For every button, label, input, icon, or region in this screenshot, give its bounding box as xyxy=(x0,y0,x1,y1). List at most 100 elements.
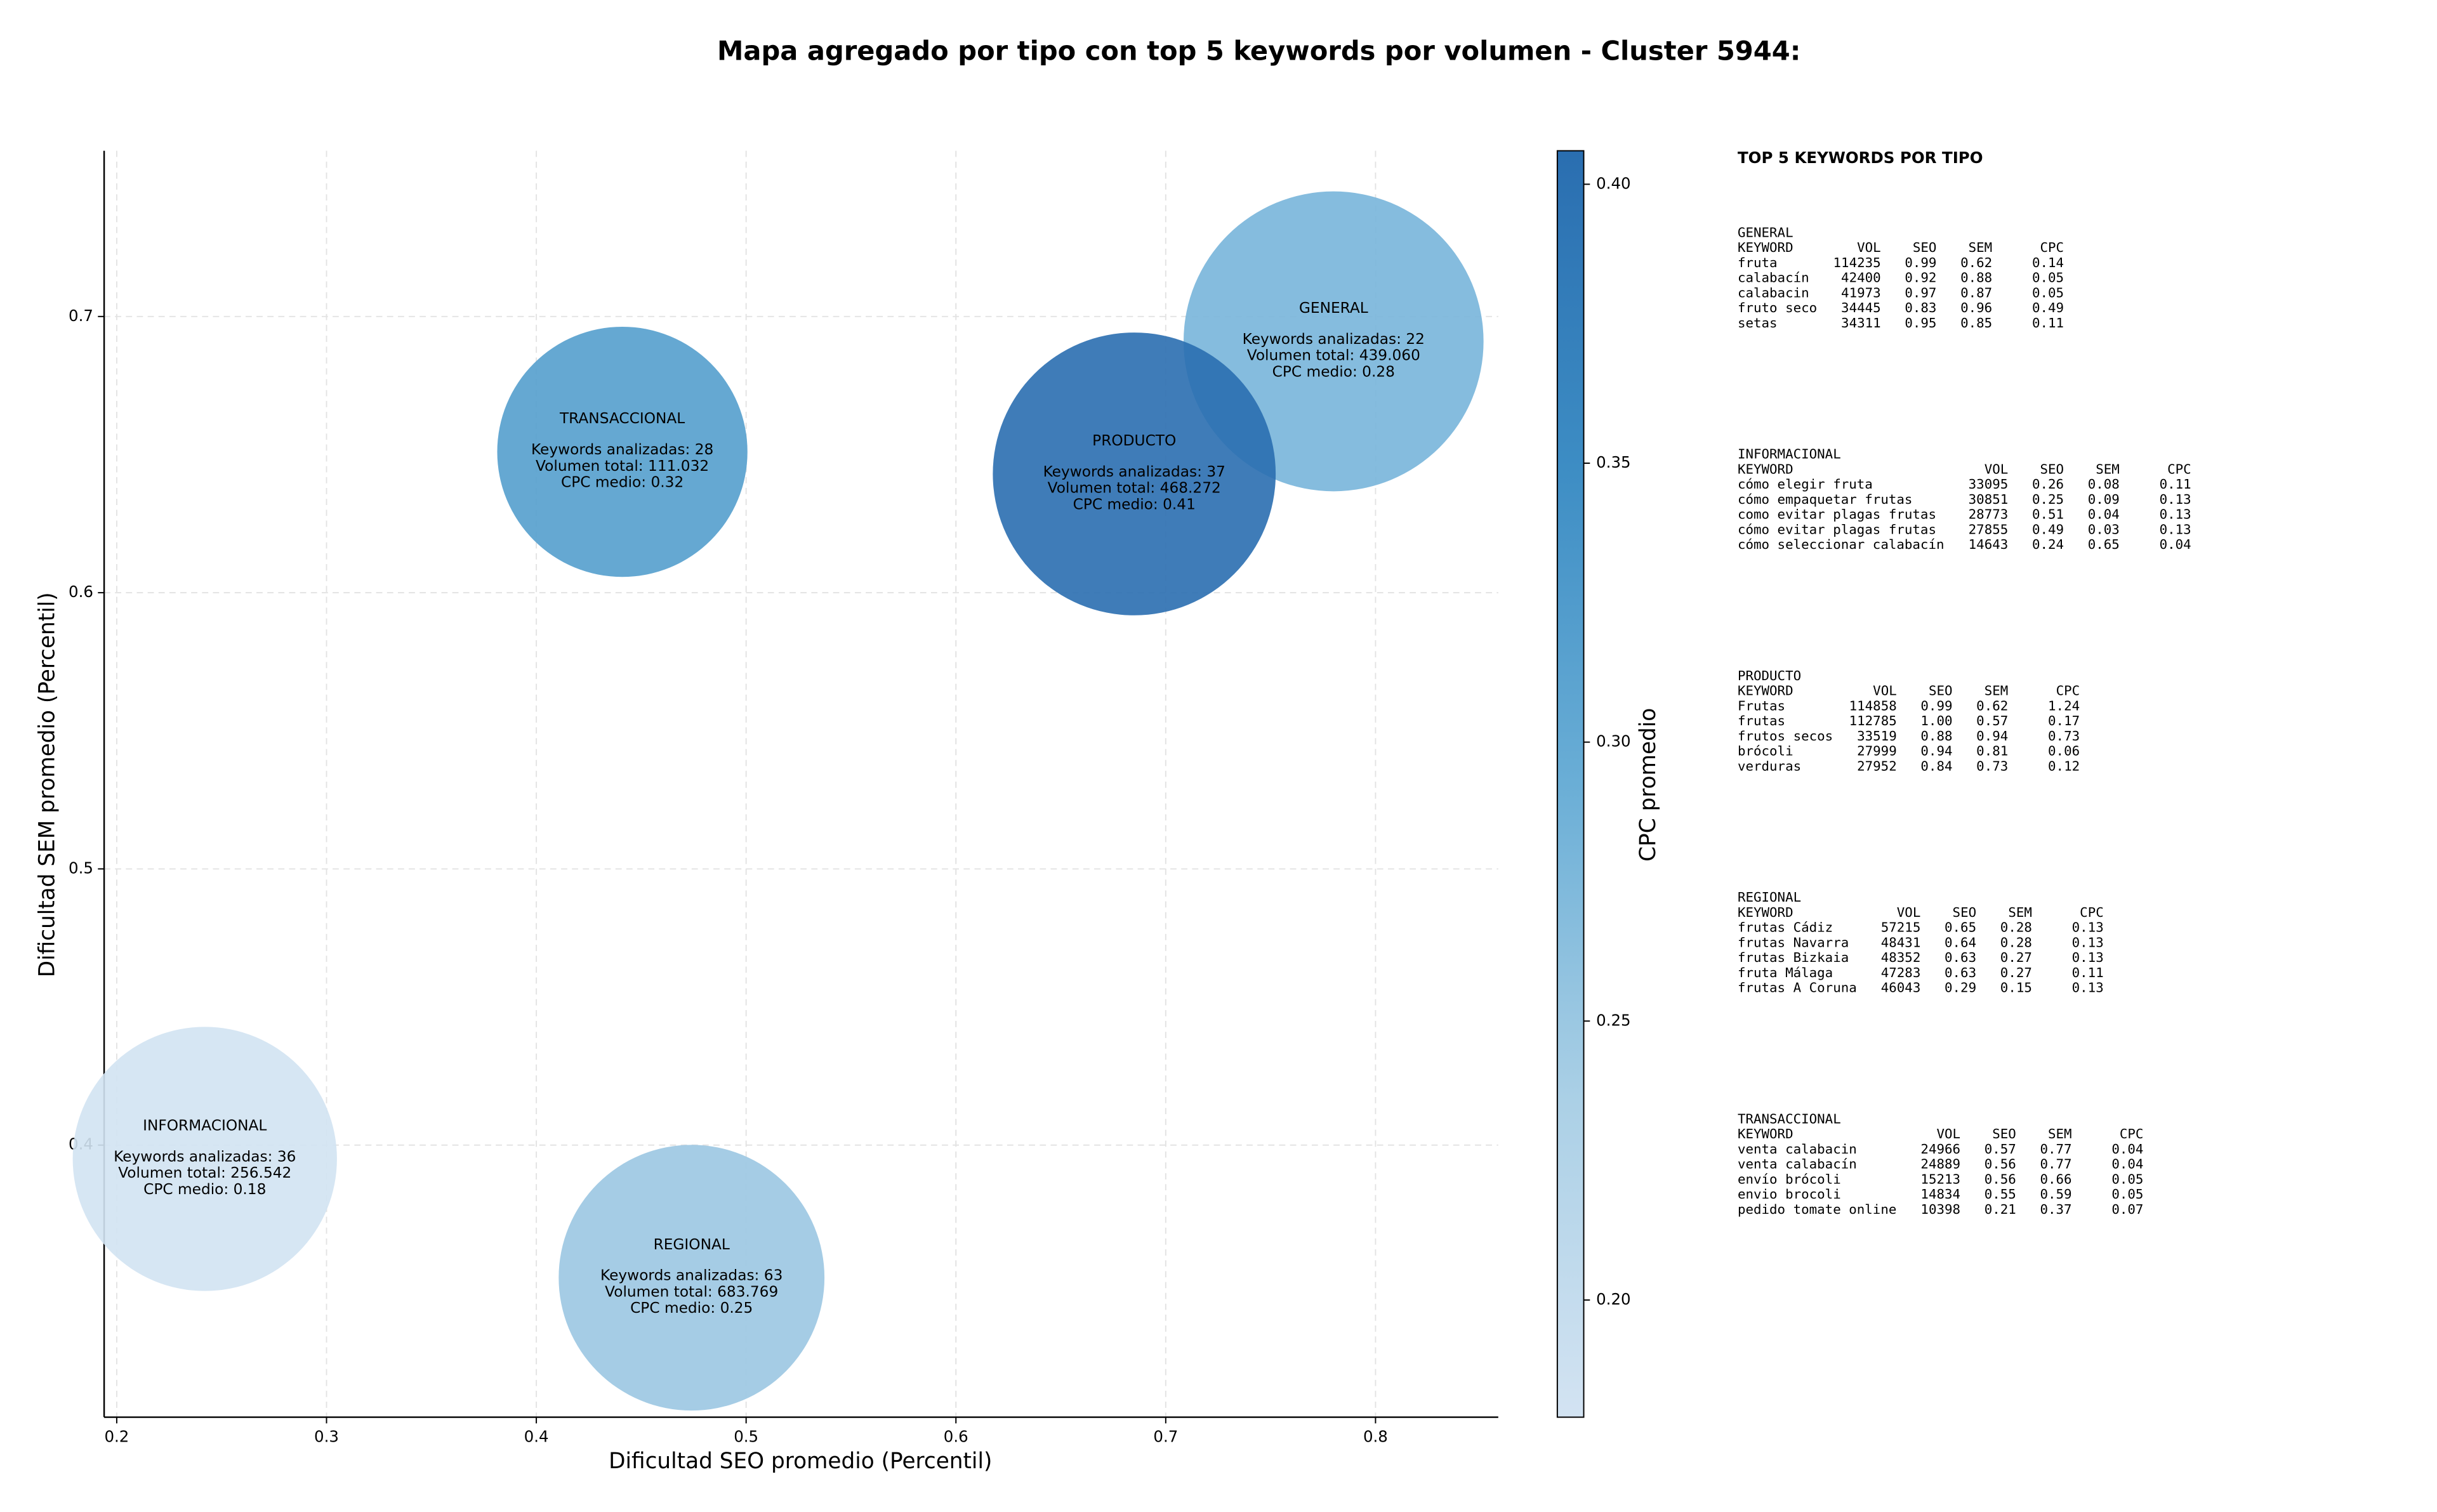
table-header: VOL xyxy=(1873,683,1897,699)
table-cell: 0.13 xyxy=(2072,980,2104,996)
table-header: CPC xyxy=(2056,683,2080,699)
table-group-name: INFORMACIONAL xyxy=(1738,447,1841,462)
table-cell: 0.92 xyxy=(1905,270,1936,286)
table-header: VOL xyxy=(1936,1126,1960,1141)
table-cell: 41973 xyxy=(1841,285,1881,300)
table-header: SEM xyxy=(2048,1126,2072,1141)
table-cell: 0.17 xyxy=(2048,713,2080,728)
table-cell: frutos secos xyxy=(1738,728,1833,744)
table-cell: calabacín xyxy=(1738,270,1809,286)
table-cell: 0.13 xyxy=(2160,522,2191,537)
table-cell: 24966 xyxy=(1920,1141,1960,1157)
bubble-annotation: CPC medio: 0.25 xyxy=(630,1299,753,1317)
table-cell: 0.64 xyxy=(1945,935,1976,950)
table-cell: 27999 xyxy=(1857,744,1897,759)
table-cell: 0.05 xyxy=(2111,1187,2143,1202)
table-header: SEO xyxy=(1953,905,1977,920)
table-header: SEM xyxy=(2008,905,2032,920)
table-cell: 0.56 xyxy=(1985,1157,2016,1172)
table-cell: cómo seleccionar calabacín xyxy=(1738,537,1945,552)
table-header: VOL xyxy=(1985,461,2009,477)
table-cell: 114235 xyxy=(1833,255,1881,270)
table-title: TOP 5 KEYWORDS POR TIPO xyxy=(1738,148,1983,167)
table-cell: 0.57 xyxy=(1985,1141,2016,1157)
y-tick-label: 0.7 xyxy=(69,306,93,325)
table-cell: 34311 xyxy=(1841,315,1881,331)
table-header: SEO xyxy=(1913,240,1937,255)
table-cell: 30851 xyxy=(1969,492,2009,507)
table-header: VOL xyxy=(1897,905,1921,920)
table-cell: 0.81 xyxy=(1976,744,2008,759)
bubble-annotation: CPC medio: 0.32 xyxy=(561,474,684,491)
table-cell: 47283 xyxy=(1881,965,1921,980)
y-tick-label: 0.5 xyxy=(69,858,93,877)
table-cell: 0.27 xyxy=(2000,950,2032,965)
table-cell: 0.06 xyxy=(2048,744,2080,759)
table-cell: 46043 xyxy=(1881,980,1921,996)
x-tick-label: 0.8 xyxy=(1363,1427,1388,1445)
table-cell: 114858 xyxy=(1849,698,1897,713)
table-cell: 0.03 xyxy=(2088,522,2120,537)
x-tick-label: 0.5 xyxy=(734,1427,758,1445)
table-cell: frutas Navarra xyxy=(1738,935,1849,950)
table-cell: brócoli xyxy=(1738,744,1793,759)
table-cell: 0.73 xyxy=(1976,758,2008,773)
table-cell: 0.26 xyxy=(2032,477,2064,492)
table-cell: 27855 xyxy=(1969,522,2009,537)
table-cell: venta calabacín xyxy=(1738,1157,1857,1172)
table-cell: 112785 xyxy=(1849,713,1897,728)
table-cell: 0.62 xyxy=(1960,255,1992,270)
table-cell: 34445 xyxy=(1841,300,1881,315)
table-cell: 0.49 xyxy=(2032,522,2064,537)
table-cell: 0.37 xyxy=(2040,1202,2071,1217)
table-cell: 0.51 xyxy=(2032,507,2064,522)
x-tick-label: 0.4 xyxy=(524,1427,549,1445)
table-cell: 0.96 xyxy=(1960,300,1992,315)
table-cell: 0.04 xyxy=(2160,537,2191,552)
bubble-name: TRANSACCIONAL xyxy=(559,410,685,427)
table-cell: 0.63 xyxy=(1945,950,1976,965)
bubble-annotation: CPC medio: 0.41 xyxy=(1073,496,1196,513)
table-cell: venta calabacin xyxy=(1738,1141,1857,1157)
table-cell: 0.28 xyxy=(2000,920,2032,935)
table-cell: setas xyxy=(1738,315,1778,331)
bubble-annotation: CPC medio: 0.18 xyxy=(143,1181,266,1198)
x-tick-label: 0.7 xyxy=(1153,1427,1178,1445)
table-cell: envio brocoli xyxy=(1738,1187,1841,1202)
table-cell: 24889 xyxy=(1920,1157,1960,1172)
x-tick-label: 0.2 xyxy=(104,1427,129,1445)
table-cell: 0.99 xyxy=(1905,255,1936,270)
table-cell: 0.13 xyxy=(2072,950,2104,965)
table-header: VOL xyxy=(1857,240,1881,255)
table-cell: 0.13 xyxy=(2160,492,2191,507)
table-header: KEYWORD xyxy=(1738,240,1793,255)
table-cell: 1.00 xyxy=(1920,713,1952,728)
table-cell: 48352 xyxy=(1881,950,1921,965)
table-cell: pedido tomate online xyxy=(1738,1202,1896,1217)
colorbar-label: CPC promedio xyxy=(1635,708,1661,862)
table-header: CPC xyxy=(2120,1126,2144,1141)
table-cell: 0.11 xyxy=(2032,315,2064,331)
table-cell: 0.56 xyxy=(1985,1171,2016,1187)
table-cell: 42400 xyxy=(1841,270,1881,286)
table-cell: 0.62 xyxy=(1976,698,2008,713)
table-cell: 0.55 xyxy=(1985,1187,2016,1202)
table-group-name: TRANSACCIONAL xyxy=(1738,1111,1841,1126)
table-header: SEM xyxy=(1969,240,1993,255)
table-cell: 0.15 xyxy=(2000,980,2032,996)
bubble-annotation: Keywords analizadas: 63 xyxy=(600,1267,783,1284)
table-cell: 0.04 xyxy=(2111,1141,2143,1157)
table-cell: 33519 xyxy=(1857,728,1897,744)
table-cell: 0.94 xyxy=(1976,728,2008,744)
table-cell: 0.27 xyxy=(2000,965,2032,980)
table-cell: frutas Bizkaia xyxy=(1738,950,1849,965)
table-cell: 0.12 xyxy=(2048,758,2080,773)
table-cell: 0.59 xyxy=(2040,1187,2071,1202)
table-cell: 0.83 xyxy=(1905,300,1936,315)
table-header: KEYWORD xyxy=(1738,461,1793,477)
table-header: SEO xyxy=(1929,683,1953,699)
table-cell: como evitar plagas frutas xyxy=(1738,507,1936,522)
table-cell: calabacin xyxy=(1738,285,1809,300)
table-cell: 0.11 xyxy=(2072,965,2104,980)
